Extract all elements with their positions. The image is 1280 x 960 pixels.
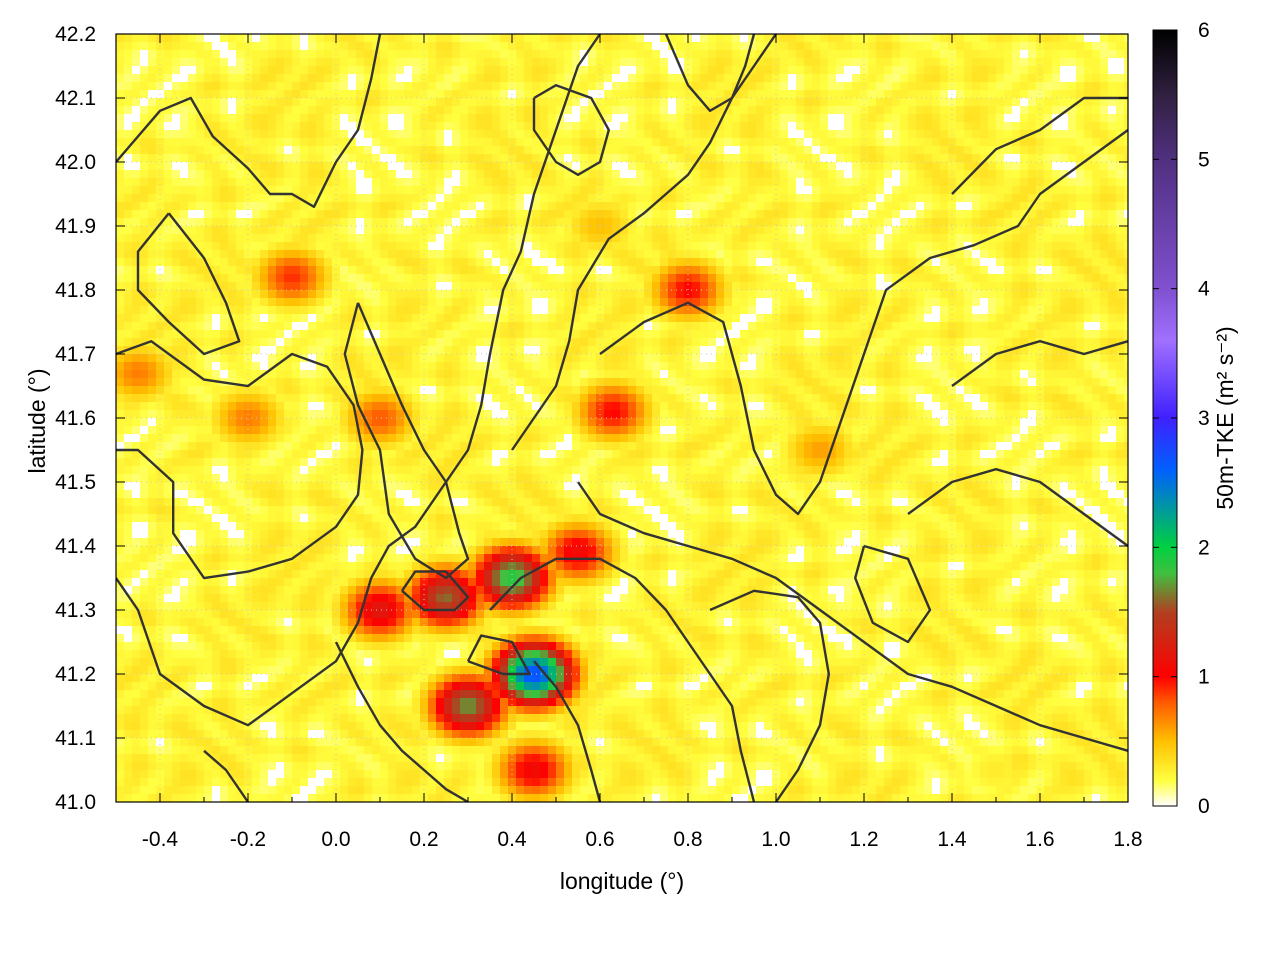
terrain-contours <box>116 34 1128 802</box>
colorbar-tick-label: 3 <box>1198 407 1210 430</box>
x-tick-label: 0.4 <box>497 828 527 851</box>
y-tick-label: 42.1 <box>55 87 96 110</box>
x-tick-label: 0.2 <box>409 828 438 851</box>
contour-line-19 <box>203 749 249 802</box>
contour-line-11 <box>907 468 1128 547</box>
contour-line-15 <box>664 34 756 112</box>
y-tick-label: 41.6 <box>55 407 96 430</box>
heat-field <box>116 34 1128 802</box>
contour-line-7 <box>577 481 1128 752</box>
contour-line-2 <box>116 340 364 580</box>
contour-line-10 <box>709 589 830 802</box>
x-tick-label: 1.6 <box>1025 828 1054 851</box>
contour-line-18 <box>854 544 932 644</box>
x-tick-label: 1.0 <box>761 828 790 851</box>
x-tick-label: -0.2 <box>230 828 266 851</box>
contour-line-1 <box>136 212 241 356</box>
y-tick-label: 41.7 <box>55 343 96 366</box>
y-tick-label: 42.0 <box>55 151 96 174</box>
plot-area <box>115 33 1129 803</box>
x-tick-label: 1.8 <box>1113 828 1142 851</box>
colorbar-tick-label: 2 <box>1198 536 1210 559</box>
contour-line-20 <box>334 641 469 802</box>
y-tick-label: 41.2 <box>55 663 96 686</box>
colorbar-ticks: 0 1 2 3 4 5 6 <box>1153 19 1210 818</box>
y-tick-label: 41.4 <box>55 535 96 558</box>
contour-line-3 <box>116 34 601 727</box>
contour-line-4 <box>343 302 470 580</box>
y-tick-label: 41.9 <box>55 215 96 238</box>
contour-line-13 <box>951 96 1128 195</box>
contour-line-12 <box>951 340 1128 387</box>
colorbar-tick-label: 1 <box>1198 666 1210 689</box>
x-tick-label: 0.8 <box>673 828 702 851</box>
contour-line-0 <box>116 34 382 208</box>
contour-line-8 <box>489 557 756 802</box>
y-tick-label: 41.3 <box>55 599 96 622</box>
colorbar-tick-label: 4 <box>1198 278 1210 301</box>
x-tick-label: 1.2 <box>849 828 878 851</box>
x-tick-label: 0.0 <box>321 828 350 851</box>
y-axis-label: latitude (°) <box>24 368 50 473</box>
colorbar-tick-label: 0 <box>1198 795 1210 818</box>
x-axis-label: longitude (°) <box>560 868 684 894</box>
x-tick-label: 0.6 <box>585 828 614 851</box>
contour-line-9 <box>533 660 602 802</box>
y-tick-label: 41.8 <box>55 279 96 302</box>
y-tick-label: 41.1 <box>55 727 96 750</box>
contour-line-17 <box>466 634 531 676</box>
colorbar: 0 1 2 3 4 5 6 50m-TKE (m² s⁻²) <box>1152 19 1238 818</box>
x-tick-label: -0.4 <box>142 828 179 851</box>
contour-line-6 <box>599 129 1128 516</box>
x-tick-label: 1.4 <box>937 828 967 851</box>
y-axis-ticks: 41.0 41.1 41.2 41.3 41.4 41.5 41.6 41.7 41.8 41.9… <box>55 23 1128 814</box>
colorbar-label: 50m-TKE (m² s⁻²) <box>1212 326 1238 509</box>
y-tick-label: 41.0 <box>55 791 96 814</box>
y-tick-label: 41.5 <box>55 471 96 494</box>
y-tick-label: 42.2 <box>55 23 96 46</box>
colorbar-tick-label: 5 <box>1198 148 1210 171</box>
contour-line-16 <box>401 570 470 612</box>
x-axis-ticks: -0.4 -0.2 0.0 0.2 0.4 0.6 0.8 1.0 1.2 1.4 1.6 1.8 <box>115 34 1143 851</box>
colorbar-tick-label: 6 <box>1198 19 1210 42</box>
contour-line-14 <box>532 84 610 176</box>
